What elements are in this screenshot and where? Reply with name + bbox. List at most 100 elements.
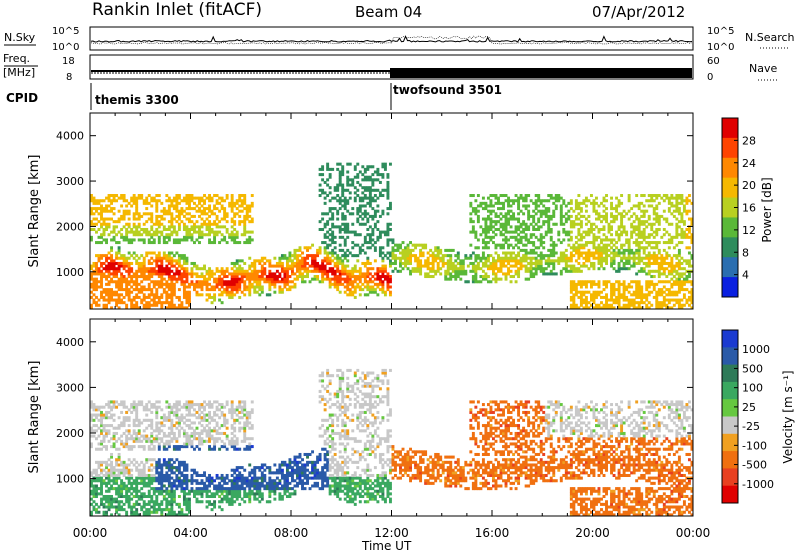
- power-cell: [243, 285, 247, 289]
- power-cell: [233, 272, 237, 276]
- power-cell: [152, 259, 156, 263]
- power-cell: [213, 230, 217, 234]
- power-cell: [203, 220, 206, 224]
- power-cell: [122, 199, 126, 203]
- power-cell: [675, 280, 679, 284]
- power-cell: [120, 277, 124, 281]
- power-cell: [306, 254, 309, 258]
- power-cell: [662, 248, 666, 252]
- power-cell: [135, 207, 139, 211]
- power-cell: [662, 217, 666, 221]
- power-cell: [122, 275, 126, 279]
- velocity-cell: [122, 487, 126, 491]
- power-cell: [509, 225, 513, 229]
- power-cell: [366, 293, 370, 297]
- power-data-cells: [90, 162, 694, 310]
- velocity-cell: [122, 463, 126, 467]
- power-cell: [537, 196, 541, 200]
- velocity-cell: [95, 508, 98, 512]
- power-cell: [147, 267, 151, 271]
- power-colorbar-swatch: [722, 118, 738, 139]
- power-cell: [572, 264, 576, 268]
- velocity-cell: [107, 471, 111, 475]
- power-cell: [577, 269, 581, 273]
- power-cell: [343, 267, 347, 271]
- power-cell: [177, 272, 181, 276]
- power-cell: [167, 225, 171, 229]
- power-cell: [584, 251, 588, 255]
- power-cell: [122, 225, 126, 229]
- velocity-cell: [142, 405, 146, 409]
- power-cell: [170, 212, 174, 216]
- power-cell: [162, 272, 166, 276]
- power-cell: [657, 301, 661, 305]
- power-cell: [278, 275, 282, 279]
- power-cell: [336, 280, 340, 284]
- power-cell: [507, 222, 510, 226]
- power-cell: [190, 220, 194, 224]
- power-cell: [102, 267, 106, 271]
- power-cell: [225, 212, 229, 216]
- power-cell: [366, 220, 370, 224]
- power-cell: [471, 251, 475, 255]
- power-cell: [165, 227, 169, 231]
- power-cell: [303, 259, 307, 263]
- velocity-cell: [110, 437, 114, 441]
- velocity-cell: [135, 403, 139, 407]
- velocity-cell: [155, 416, 159, 420]
- power-cell: [434, 256, 438, 260]
- power-cell: [512, 275, 516, 279]
- velocity-cell: [100, 492, 103, 496]
- power-cell: [145, 277, 149, 281]
- power-cell: [569, 230, 573, 234]
- power-cell: [238, 241, 242, 245]
- power-cell: [655, 290, 659, 294]
- velocity-cell: [162, 458, 166, 462]
- velocity-cell: [117, 489, 121, 493]
- power-cell: [105, 290, 108, 294]
- power-cell: [602, 233, 606, 237]
- power-cell: [657, 288, 661, 292]
- velocity-cell: [122, 421, 126, 425]
- power-cell: [147, 261, 151, 265]
- power-cell: [612, 248, 616, 252]
- power-cell: [584, 280, 588, 284]
- power-cell: [680, 298, 684, 302]
- power-cell: [602, 204, 606, 208]
- power-cell: [90, 285, 93, 289]
- power-cell: [685, 280, 689, 284]
- power-cell: [198, 280, 201, 284]
- power-cell: [150, 212, 154, 216]
- power-cell: [107, 209, 111, 213]
- power-cell: [175, 220, 179, 224]
- power-cell: [100, 275, 103, 279]
- power-cell: [579, 290, 583, 294]
- power-cell: [554, 196, 558, 200]
- power-cell: [434, 259, 438, 263]
- power-cell: [323, 267, 327, 271]
- power-cell: [110, 306, 114, 310]
- velocity-cell: [155, 510, 159, 514]
- power-cell: [187, 303, 191, 307]
- power-cell: [584, 295, 588, 299]
- power-cell: [652, 212, 656, 216]
- power-cell: [225, 241, 229, 245]
- power-cell: [313, 267, 317, 271]
- velocity-cell: [142, 502, 146, 506]
- power-cell: [328, 238, 332, 242]
- power-colorbar-swatch: [722, 177, 738, 199]
- power-cell: [343, 241, 347, 245]
- velocity-cell: [145, 405, 149, 409]
- power-cell: [514, 259, 518, 263]
- power-cell: [353, 264, 357, 268]
- power-cell: [557, 233, 561, 237]
- power-cell: [600, 256, 603, 260]
- power-cell: [255, 280, 259, 284]
- power-cell: [597, 227, 601, 231]
- power-cell: [160, 233, 164, 237]
- power-cell: [135, 288, 139, 292]
- velocity-cell: [125, 434, 129, 438]
- power-cell: [95, 254, 98, 258]
- power-cell: [213, 288, 217, 292]
